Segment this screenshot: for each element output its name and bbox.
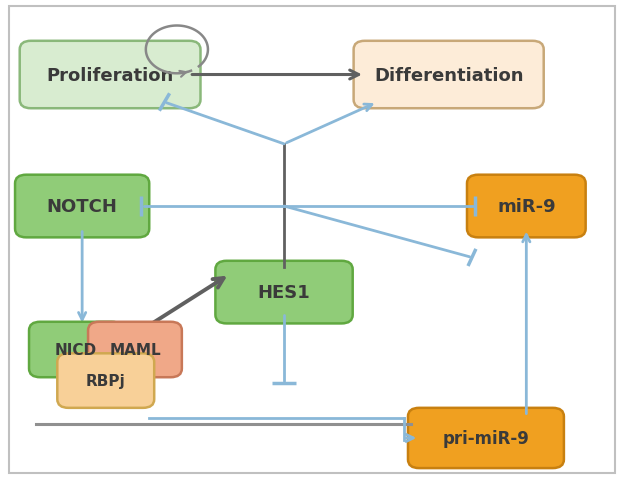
Text: Differentiation: Differentiation xyxy=(374,66,524,84)
Text: MAML: MAML xyxy=(109,342,161,357)
FancyBboxPatch shape xyxy=(20,42,200,109)
FancyBboxPatch shape xyxy=(29,322,123,377)
FancyBboxPatch shape xyxy=(9,7,615,473)
Text: pri-miR-9: pri-miR-9 xyxy=(442,429,529,447)
FancyBboxPatch shape xyxy=(88,322,182,377)
Text: Proliferation: Proliferation xyxy=(46,66,173,84)
Text: HES1: HES1 xyxy=(258,284,310,301)
Text: miR-9: miR-9 xyxy=(497,198,555,216)
FancyBboxPatch shape xyxy=(57,354,154,408)
Text: NICD: NICD xyxy=(55,342,97,357)
FancyBboxPatch shape xyxy=(15,175,149,238)
FancyBboxPatch shape xyxy=(354,42,544,109)
Text: NOTCH: NOTCH xyxy=(47,198,117,216)
FancyBboxPatch shape xyxy=(215,261,353,324)
Text: RBPj: RBPj xyxy=(86,373,125,388)
FancyBboxPatch shape xyxy=(408,408,564,468)
FancyBboxPatch shape xyxy=(467,175,586,238)
